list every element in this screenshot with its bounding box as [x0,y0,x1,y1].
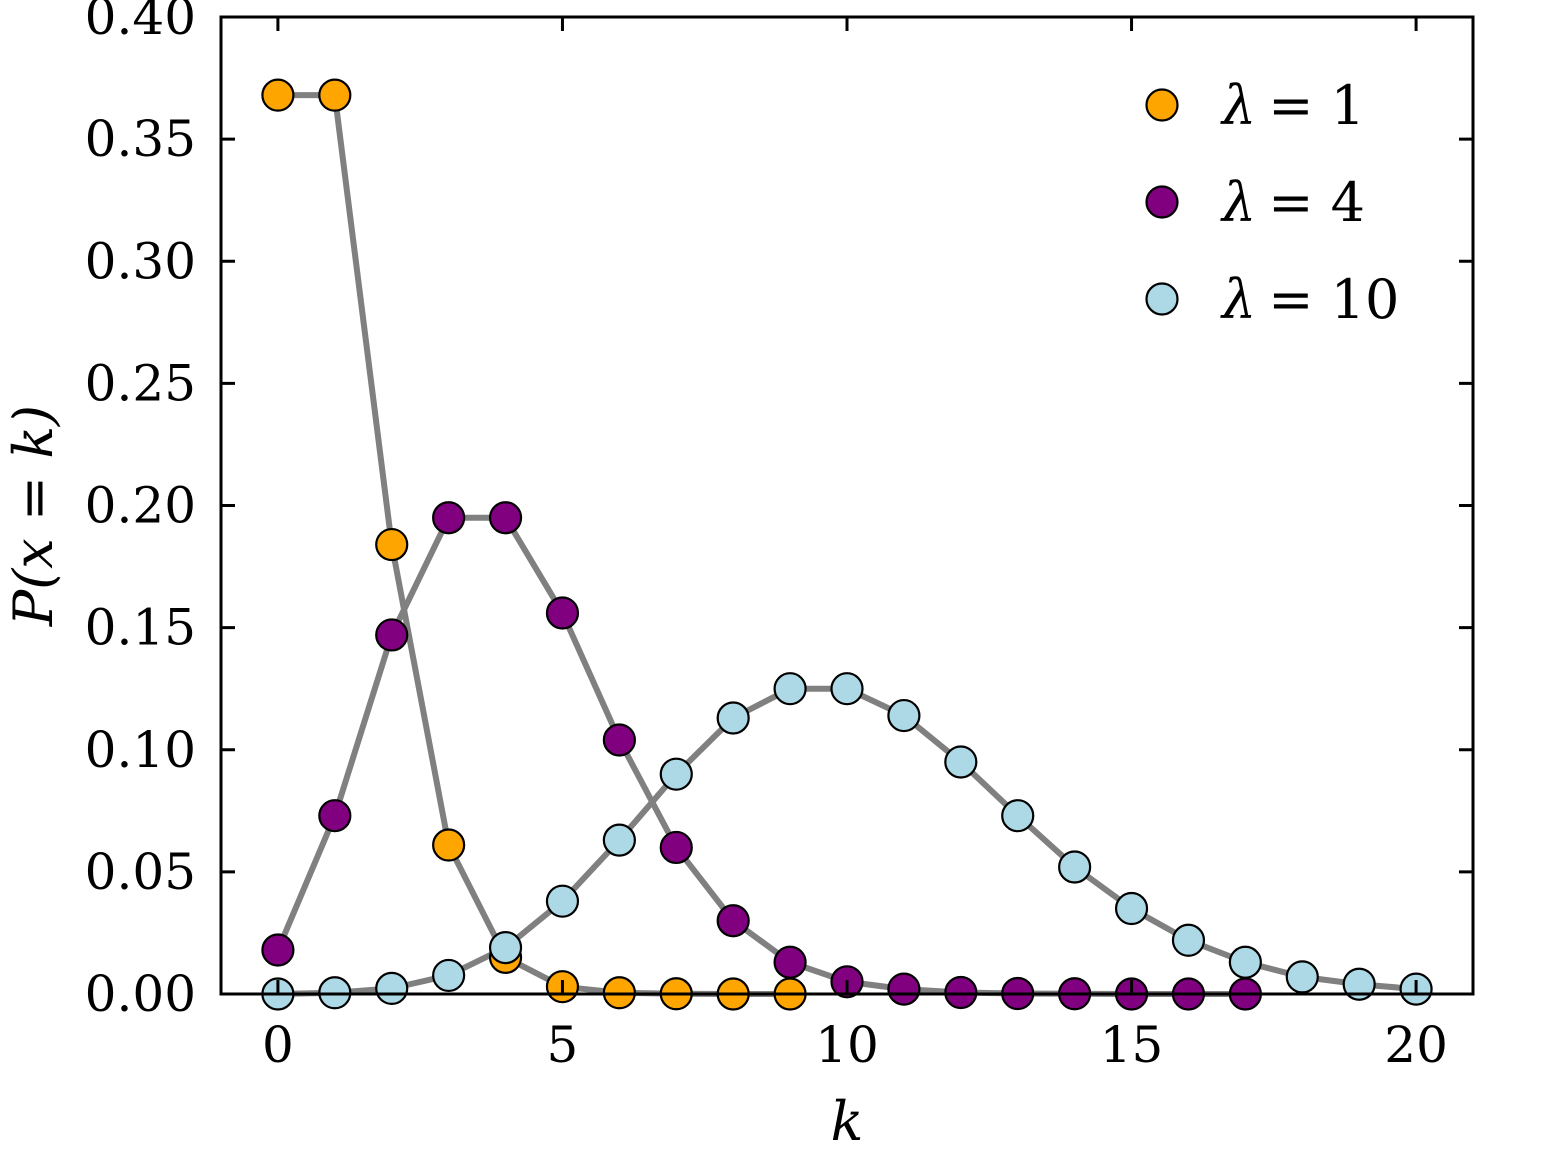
series-2-point [375,618,409,652]
series-3-point [375,971,409,1005]
series-2-point [659,830,693,865]
y-tick-label: 0.30 [85,232,196,290]
series-3-point [1171,923,1206,957]
series-3-point [830,672,864,706]
y-tick-label: 0.35 [85,110,196,168]
series-1-point [261,78,295,112]
series-1-point [432,828,466,862]
series-3-point [1228,945,1262,979]
series-1-point [318,78,352,112]
series-3-point [1001,799,1035,833]
axis-ticks [221,15,1473,996]
series-3-point [887,698,921,733]
series-line-1 [277,92,791,997]
y-tick-label: 0.40 [85,0,196,46]
y-tick-label: 0.00 [85,965,196,1023]
x-axis-label: k [831,1090,864,1153]
y-tick-label: 0.20 [85,477,196,535]
x-tick-label: 10 [815,1016,879,1074]
y-tick-labels: 0.00 0.05 0.10 0.15 0.20 0.25 0.30 0.35 0.40 [85,0,196,1023]
y-axis-label: P(x = k) [2,405,65,627]
series-2-point [773,945,807,979]
series-2-point [602,723,636,757]
legend-marker-2 [1145,185,1179,219]
legend-marker-3 [1145,282,1179,316]
series-2-point [318,799,352,833]
legend-marker-1 [1145,88,1179,122]
x-tick-label: 5 [547,1016,579,1074]
series-3-point [716,701,750,735]
y-tick-label: 0.15 [85,599,196,657]
legend-label-2: λ = 4 [1220,171,1365,234]
series-1-point [375,527,409,562]
y-tick-label: 0.25 [85,354,196,412]
x-tick-label: 15 [1100,1016,1164,1074]
series-3-point [1058,850,1092,884]
series-3-point [1285,960,1319,994]
series-3-point [602,823,636,857]
series-3-point [488,930,523,965]
y-tick-label: 0.05 [85,843,196,901]
legend-label-3: λ = 10 [1220,268,1399,331]
series-2-point [887,972,921,1006]
series-3-point [545,884,580,918]
y-tick-label: 0.10 [85,721,196,779]
series-2-point [545,596,580,630]
series-3-point [1114,891,1149,926]
series-line-2 [275,514,1246,997]
x-tick-labels: 0 5 10 15 20 [262,1016,1448,1074]
series-3-point [659,757,693,791]
x-tick-label: 20 [1384,1016,1448,1074]
series-2-point [261,933,295,967]
legend: λ = 1 λ = 4 λ = 10 [1145,74,1399,331]
x-tick-label: 0 [262,1016,294,1074]
legend-label-1: λ = 1 [1220,74,1365,137]
series-3-point [944,745,978,779]
series-2-point [488,501,523,535]
plot-frame [219,15,1475,996]
series-3-point [1342,967,1376,1001]
series-3-point [432,958,466,993]
series-2-point [716,904,750,938]
series-3-point [773,672,807,706]
series-2-point [432,501,466,535]
